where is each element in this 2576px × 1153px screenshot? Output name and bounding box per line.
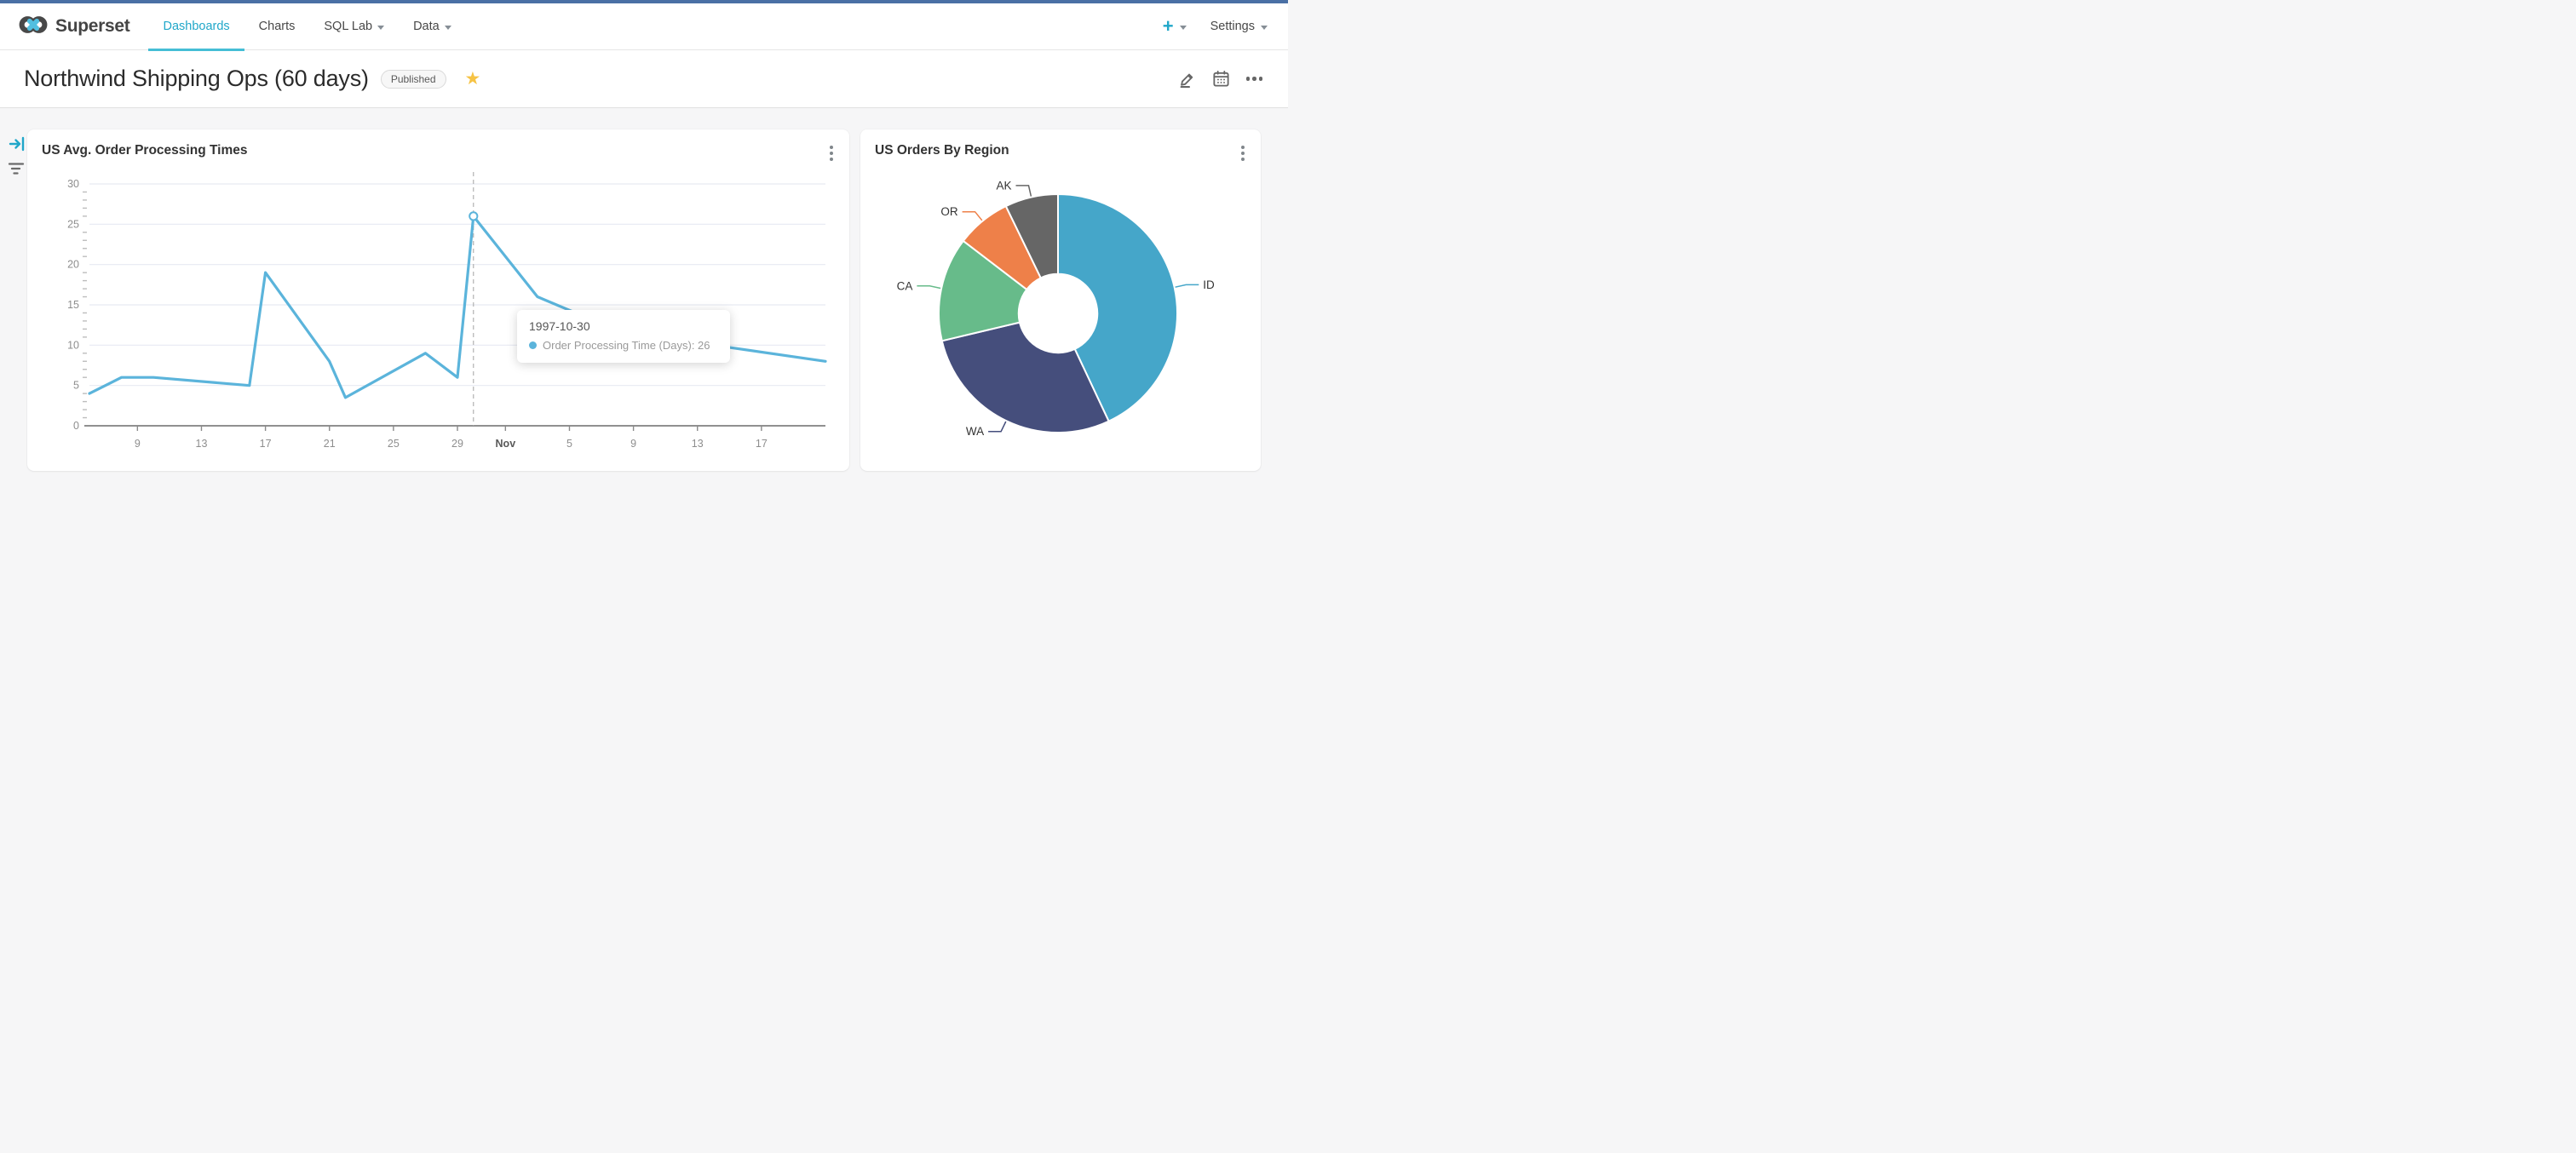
svg-text:17: 17 — [756, 438, 768, 450]
superset-logo-icon — [19, 11, 48, 43]
slice-label-AK: AK — [996, 179, 1011, 192]
slice-label-WA: WA — [966, 425, 984, 438]
plus-icon: + — [1162, 15, 1174, 37]
svg-text:9: 9 — [630, 438, 636, 450]
svg-text:30: 30 — [67, 178, 79, 190]
donut-chart[interactable]: ID WA CA OR AK — [860, 129, 1261, 471]
line-chart[interactable]: 0 5 10 15 20 25 30 9 13 17 21 25 29 Nov 5 9 13 17 — [27, 129, 849, 471]
schedule-calendar-button[interactable] — [1211, 69, 1232, 89]
chart-kebab-menu[interactable] — [824, 141, 839, 165]
brand-name: Superset — [55, 16, 130, 36]
slice-label-CA: CA — [897, 279, 913, 292]
settings-menu[interactable]: Settings — [1210, 20, 1268, 33]
tooltip-series-row: Order Processing Time (Days): 26 — [529, 339, 718, 352]
nav-item-dashboards[interactable]: Dashboards — [148, 3, 244, 51]
svg-text:0: 0 — [73, 420, 79, 432]
chart-title: US Avg. Order Processing Times — [42, 143, 248, 158]
svg-text:17: 17 — [260, 438, 272, 450]
pencil-icon — [1181, 73, 1193, 86]
header-actions — [1178, 69, 1265, 89]
chart-card-orders-by-region: US Orders By Region ID WA CA OR AK — [860, 129, 1261, 471]
nav-right: + Settings — [1163, 17, 1274, 36]
arrow-to-bar-icon — [9, 136, 25, 152]
edit-dashboard-button[interactable] — [1178, 69, 1199, 89]
tooltip-series-text: Order Processing Time (Days): 26 — [543, 339, 710, 352]
svg-text:5: 5 — [566, 438, 572, 450]
donut-slice-AK[interactable] — [1004, 193, 1059, 279]
nav-item-data[interactable]: Data — [399, 3, 466, 50]
svg-text:10: 10 — [67, 339, 79, 351]
slice-label-ID: ID — [1203, 278, 1215, 291]
dashboard-header: Northwind Shipping Ops (60 days) Publish… — [0, 50, 1288, 108]
svg-text:25: 25 — [67, 218, 79, 230]
chart-kebab-menu[interactable] — [1235, 141, 1251, 165]
svg-text:13: 13 — [196, 438, 208, 450]
calendar-icon — [1213, 72, 1229, 87]
svg-text:21: 21 — [324, 438, 336, 450]
slice-label-OR: OR — [940, 205, 958, 218]
highlighted-point[interactable] — [469, 211, 479, 221]
svg-text:25: 25 — [388, 438, 400, 450]
svg-text:Nov: Nov — [496, 438, 516, 450]
filter-list-icon — [8, 163, 25, 175]
svg-text:20: 20 — [67, 259, 79, 271]
page-title: Northwind Shipping Ops (60 days) — [24, 66, 369, 91]
chevron-down-icon — [444, 25, 451, 30]
filter-list-button[interactable] — [7, 161, 26, 181]
chart-tooltip: 1997-10-30 Order Processing Time (Days):… — [517, 310, 730, 363]
primary-nav: Dashboards Charts SQL Lab Data — [148, 3, 466, 51]
donut-slice-WA[interactable] — [940, 321, 1110, 433]
more-options-button[interactable] — [1245, 73, 1265, 84]
superset-brand[interactable]: Superset — [19, 11, 130, 43]
chevron-down-icon — [1179, 25, 1187, 30]
donut-slice-CA[interactable] — [938, 239, 1028, 342]
tooltip-date: 1997-10-30 — [529, 319, 590, 333]
nav-item-charts[interactable]: Charts — [258, 20, 296, 33]
expand-filter-bar-button[interactable] — [9, 136, 26, 156]
superset-app: Superset Dashboards Charts SQL Lab Data … — [0, 0, 1288, 576]
chevron-down-icon — [377, 25, 385, 30]
svg-text:15: 15 — [67, 299, 79, 311]
svg-text:13: 13 — [692, 438, 704, 450]
favorite-star-icon[interactable]: ★ — [464, 69, 481, 89]
chart-card-order-processing-times: US Avg. Order Processing Times 0 5 10 15 20 2… — [27, 129, 849, 471]
chevron-down-icon — [1261, 25, 1268, 30]
donut-slice-ID[interactable] — [1057, 193, 1179, 422]
svg-text:9: 9 — [135, 438, 141, 450]
top-accent-bar — [0, 0, 1288, 3]
navbar: Superset Dashboards Charts SQL Lab Data … — [0, 3, 1288, 51]
series-line[interactable] — [88, 215, 827, 399]
series-dot-icon — [529, 341, 537, 349]
svg-text:5: 5 — [73, 380, 79, 392]
chart-title: US Orders By Region — [875, 143, 1009, 158]
nav-item-sql-lab[interactable]: SQL Lab — [309, 3, 399, 50]
new-item-button[interactable]: + — [1163, 17, 1187, 36]
svg-text:29: 29 — [451, 438, 463, 450]
published-badge[interactable]: Published — [380, 69, 446, 89]
